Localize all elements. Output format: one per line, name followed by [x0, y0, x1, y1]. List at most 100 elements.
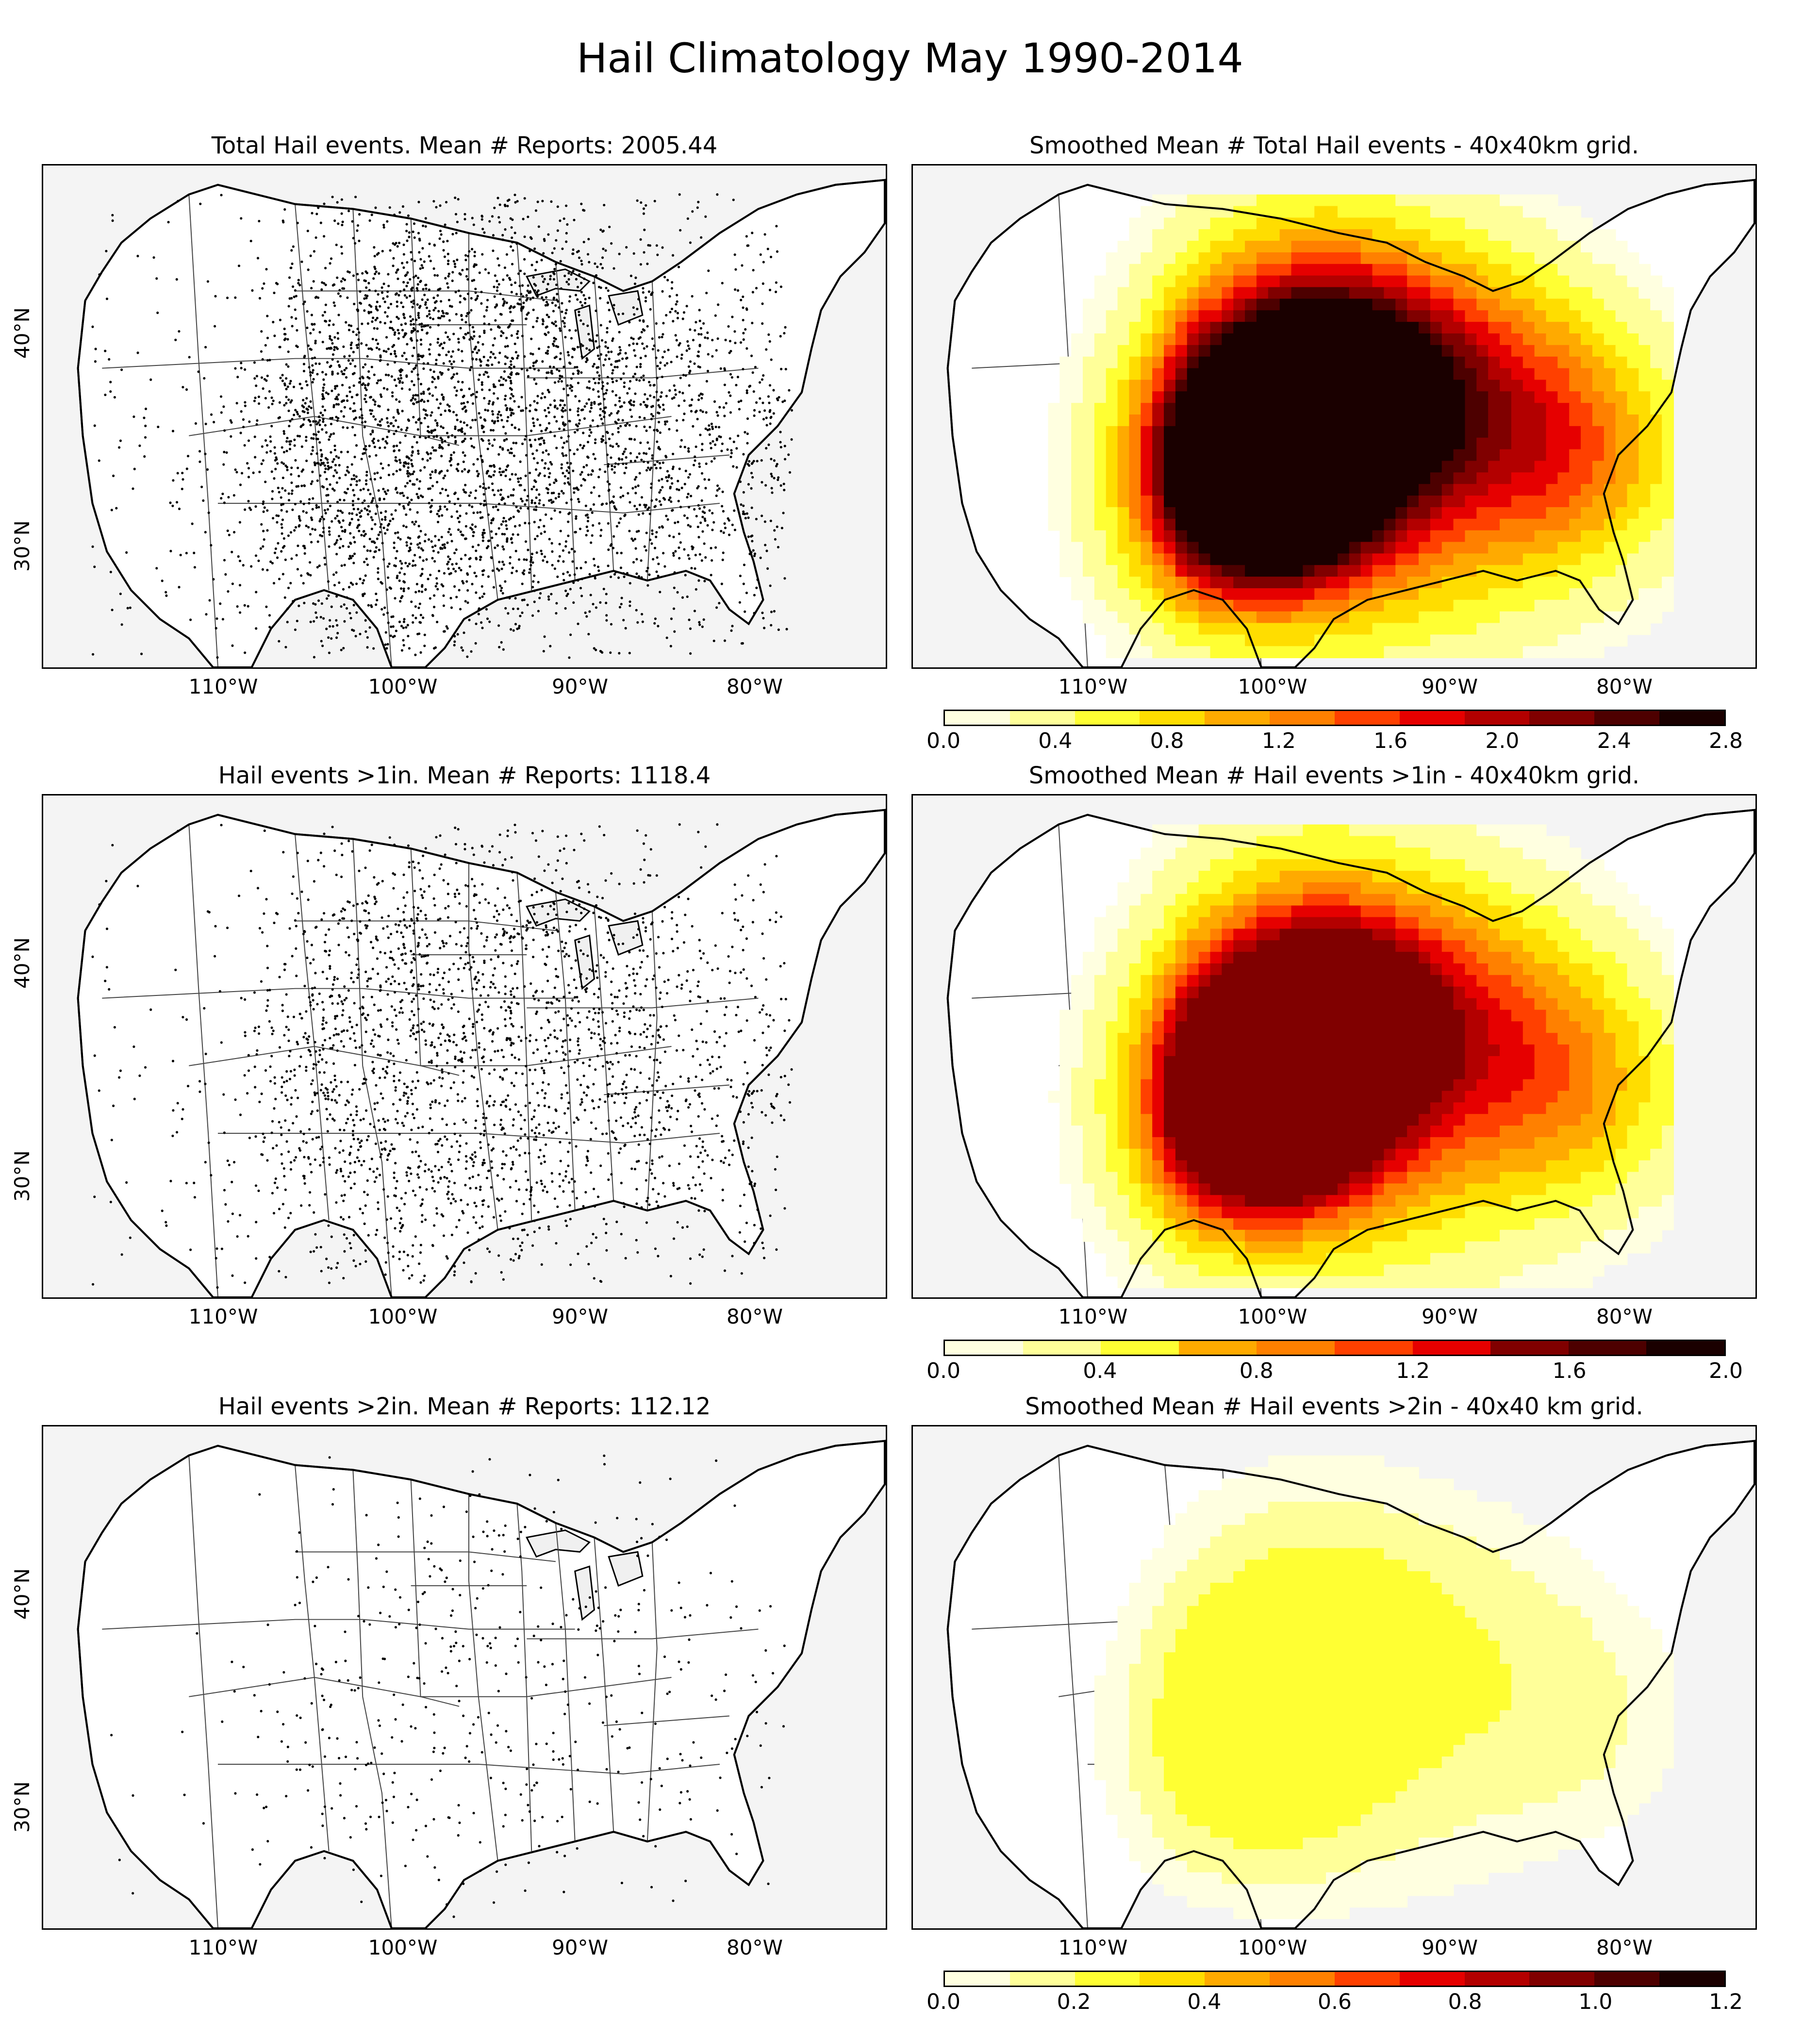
- contour-cell: [1326, 345, 1338, 357]
- hail-report-dot: [448, 460, 451, 463]
- hail-report-dot: [547, 422, 551, 425]
- hail-report-dot: [629, 380, 632, 383]
- hail-report-dot: [336, 331, 339, 334]
- hail-report-dot: [598, 414, 602, 417]
- hail-report-dot: [411, 564, 414, 567]
- contour-cell: [1476, 217, 1489, 230]
- contour-cell: [1650, 345, 1663, 357]
- hail-report-dot: [697, 350, 700, 353]
- hail-report-dot: [431, 557, 434, 560]
- contour-cell: [1372, 206, 1385, 218]
- hail-report-dot: [491, 363, 494, 366]
- hail-report-dot: [540, 259, 543, 262]
- hail-report-dot: [411, 370, 414, 373]
- contour-cell: [1187, 356, 1199, 369]
- hail-report-dot: [643, 416, 646, 420]
- hail-report-dot: [355, 333, 358, 336]
- hail-report-dot: [353, 541, 356, 544]
- hail-report-dot: [518, 284, 521, 287]
- hail-report-dot: [577, 410, 579, 413]
- hail-report-dot: [459, 530, 462, 533]
- hail-report-dot: [714, 314, 717, 317]
- hail-report-dot: [422, 362, 425, 365]
- hail-report-dot: [490, 557, 493, 560]
- hail-report-dot: [371, 540, 374, 543]
- hail-report-dot: [578, 422, 580, 425]
- hail-report-dot: [537, 474, 540, 477]
- hail-report-dot: [291, 285, 295, 288]
- hail-report-dot: [381, 542, 384, 545]
- hail-report-dot: [282, 432, 286, 435]
- hail-report-dot: [338, 534, 341, 538]
- hail-report-dot: [698, 623, 701, 626]
- hail-report-dot: [331, 372, 334, 375]
- hail-report-dot: [215, 627, 217, 630]
- hail-report-dot: [336, 539, 339, 542]
- hail-report-dot: [623, 472, 626, 475]
- hail-report-dot: [434, 585, 437, 588]
- hail-report-dot: [340, 252, 344, 255]
- hail-report-dot: [109, 390, 112, 393]
- hail-report-dot: [547, 346, 550, 348]
- hail-report-dot: [466, 572, 469, 575]
- hail-report-dot: [93, 565, 96, 568]
- hail-report-dot: [420, 325, 423, 328]
- hail-report-dot: [290, 316, 293, 319]
- hail-report-dot: [295, 485, 298, 488]
- hail-report-dot: [771, 491, 774, 494]
- hail-report-dot: [407, 466, 410, 469]
- contour-cell: [1384, 206, 1396, 218]
- hail-report-dot: [213, 421, 215, 424]
- contour-cell: [1638, 345, 1651, 357]
- hail-report-dot: [622, 372, 625, 375]
- contour-cell: [1164, 322, 1176, 334]
- contour-cell: [1488, 333, 1501, 346]
- hail-report-dot: [352, 629, 355, 632]
- hail-report-dot: [402, 590, 405, 593]
- contour-cell: [1557, 217, 1570, 230]
- hail-report-dot: [418, 306, 421, 309]
- hail-report-dot: [590, 403, 593, 407]
- hail-report-dot: [268, 626, 271, 629]
- contour-cell: [1152, 217, 1165, 230]
- hail-report-dot: [523, 197, 526, 200]
- hail-report-dot: [411, 464, 414, 467]
- hail-report-dot: [342, 345, 345, 348]
- hail-report-dot: [546, 314, 548, 316]
- hail-report-dot: [562, 560, 565, 563]
- hail-report-dot: [430, 430, 433, 432]
- hail-report-dot: [457, 289, 460, 292]
- contour-cell: [1303, 333, 1315, 346]
- hail-report-dot: [533, 537, 537, 541]
- hail-report-dot: [311, 381, 314, 384]
- hail-report-dot: [655, 531, 658, 534]
- hail-report-dot: [761, 322, 764, 325]
- hail-report-dot: [352, 474, 355, 477]
- hail-report-dot: [286, 436, 289, 440]
- hail-report-dot: [453, 585, 456, 588]
- hail-report-dot: [387, 284, 390, 287]
- hail-report-dot: [426, 298, 429, 301]
- hail-report-dot: [578, 273, 581, 276]
- contour-cell: [1198, 333, 1211, 346]
- hail-report-dot: [617, 353, 620, 356]
- hail-report-dot: [768, 288, 772, 292]
- hail-report-dot: [398, 620, 401, 623]
- hail-report-dot: [391, 395, 394, 398]
- hail-report-dot: [535, 291, 539, 294]
- hail-report-dot: [492, 344, 495, 347]
- hail-report-dot: [742, 453, 745, 456]
- hail-report-dot: [570, 337, 573, 340]
- contour-cell: [1604, 275, 1616, 288]
- contour-cell: [1384, 345, 1396, 357]
- hail-report-dot: [530, 552, 534, 555]
- hail-report-dot: [641, 342, 644, 345]
- hail-report-dot: [487, 575, 490, 578]
- contour-cell: [1349, 241, 1361, 253]
- hail-report-dot: [447, 275, 450, 278]
- hail-report-dot: [318, 331, 321, 334]
- contour-cell: [1083, 356, 1095, 369]
- hail-report-dot: [608, 225, 611, 229]
- contour-cell: [1222, 298, 1234, 311]
- hail-report-dot: [474, 291, 477, 294]
